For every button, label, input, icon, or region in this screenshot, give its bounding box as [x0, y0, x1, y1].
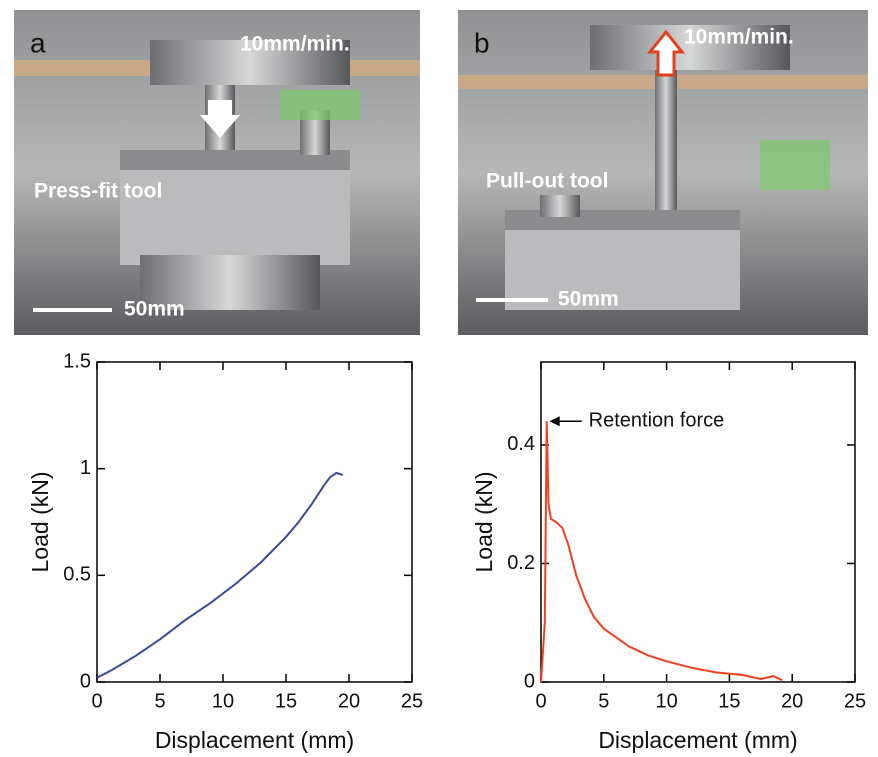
scale-label: 50mm	[124, 298, 185, 321]
x-tick-label: 25	[844, 690, 866, 712]
photo-a	[14, 10, 420, 335]
annotation: Retention force	[589, 410, 725, 432]
y-tick-label: 0	[524, 670, 535, 692]
x-tick-label: 20	[781, 690, 803, 712]
y-axis-label: Load (kN)	[27, 472, 53, 573]
speed-label: 10mm/min.	[240, 33, 350, 56]
data-line	[96, 471, 344, 679]
x-tick-label: 0	[91, 690, 102, 712]
x-tick-label: 5	[598, 690, 609, 712]
x-axis-label: Displacement (mm)	[598, 727, 797, 753]
photo-b	[458, 10, 868, 335]
y-tick-label: 0	[80, 670, 91, 692]
tool-label: Press-fit tool	[34, 180, 162, 203]
x-tick-label: 25	[401, 690, 423, 712]
tool-label: Pull-out tool	[486, 170, 608, 193]
y-tick-label: 1.5	[63, 350, 91, 372]
x-tick-label: 15	[718, 690, 740, 712]
x-tick-label: 10	[212, 690, 234, 712]
y-tick-label: 0.4	[507, 433, 535, 455]
speed-label: 10mm/min.	[684, 26, 794, 49]
x-tick-label: 0	[535, 690, 546, 712]
y-tick-label: 0.5	[63, 564, 91, 586]
x-tick-label: 5	[154, 690, 165, 712]
x-tick-label: 10	[655, 690, 677, 712]
y-axis-label: Load (kN)	[471, 472, 497, 573]
plot-frame	[540, 361, 856, 683]
data-line	[540, 421, 783, 683]
panel-label: a	[30, 27, 46, 58]
x-tick-label: 20	[338, 690, 360, 712]
y-tick-label: 1	[80, 457, 91, 479]
x-tick-label: 15	[275, 690, 297, 712]
scale-label: 50mm	[558, 288, 619, 311]
y-tick-label: 0.2	[507, 552, 535, 574]
x-axis-label: Displacement (mm)	[155, 727, 354, 753]
panel-label: b	[474, 27, 490, 58]
plot-frame	[96, 361, 413, 683]
annotation-arrowhead	[549, 416, 560, 427]
